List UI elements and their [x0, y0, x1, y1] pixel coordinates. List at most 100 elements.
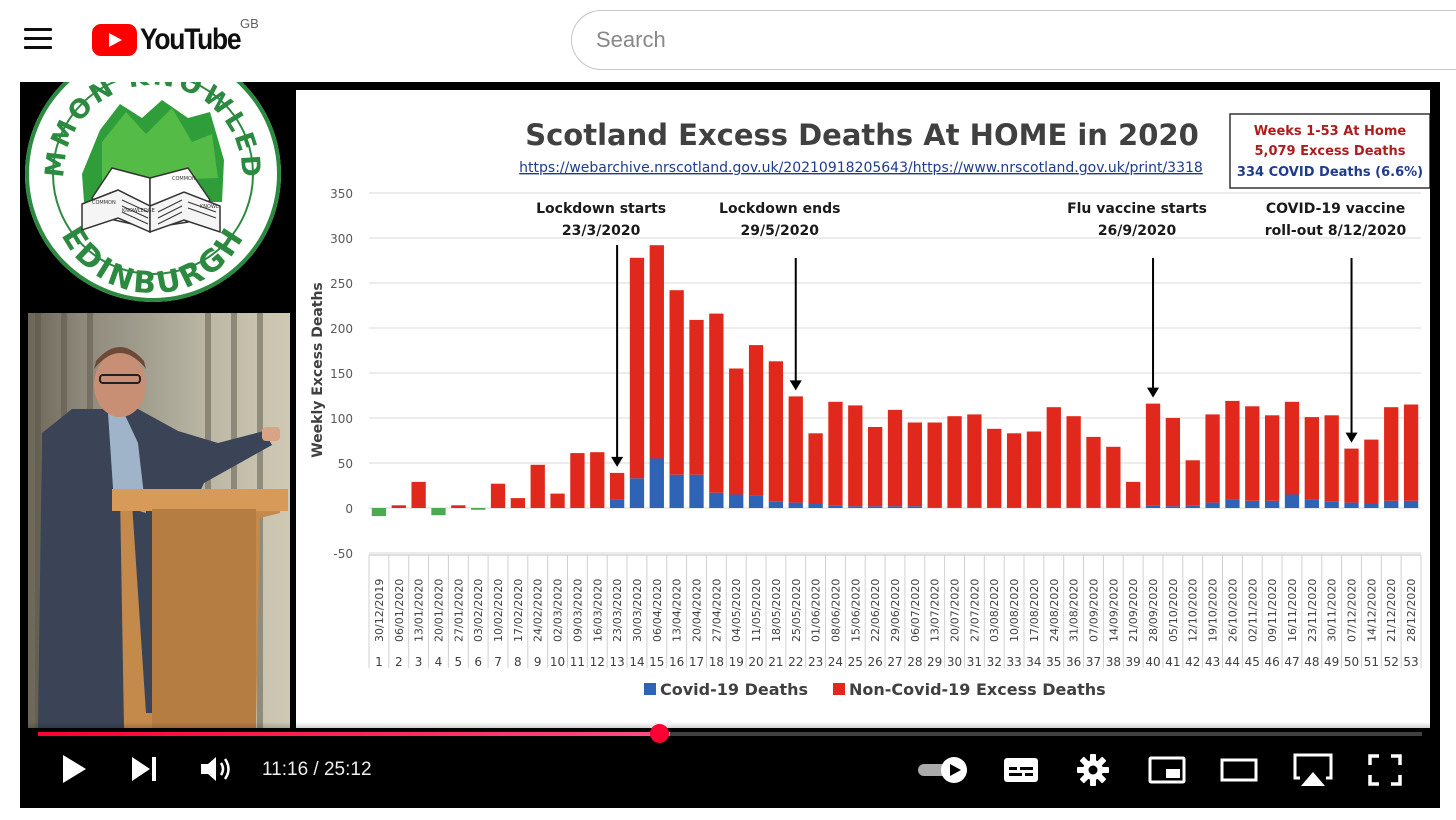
legend-covid: Covid-19 Deaths [660, 680, 808, 699]
play-icon[interactable] [58, 752, 90, 786]
autoplay-toggle-icon[interactable] [916, 756, 970, 784]
x-date-label: 02/03/2020 [552, 579, 565, 642]
y-tick-label: 300 [330, 232, 353, 246]
x-date-label: 16/11/2020 [1286, 579, 1299, 642]
x-date-label: 05/10/2020 [1167, 579, 1180, 642]
bar-non-covid [1066, 416, 1081, 508]
theater-mode-icon[interactable] [1220, 758, 1258, 782]
bar-covid [887, 506, 903, 508]
x-date-label: 10/02/2020 [492, 579, 505, 642]
bar-covid [768, 501, 784, 508]
bar-non-covid [907, 422, 922, 507]
x-week-label: 35 [1046, 655, 1061, 669]
x-date-label: 28/12/2020 [1405, 579, 1418, 642]
progress-scrubber[interactable] [650, 724, 670, 743]
bar-covid [967, 507, 982, 508]
bar-covid [1006, 507, 1022, 508]
bar-non-covid [788, 396, 803, 503]
time-total: 25:12 [323, 759, 372, 780]
bar-non-covid [709, 313, 724, 493]
x-date-label: 09/11/2020 [1266, 579, 1279, 642]
search-box[interactable] [571, 10, 1456, 70]
bar-covid [729, 494, 744, 508]
x-date-label: 06/04/2020 [651, 579, 664, 642]
bar-non-covid [1324, 415, 1339, 502]
search-input[interactable] [596, 11, 1436, 69]
summary-box [1229, 113, 1431, 189]
x-date-label: 31/08/2020 [1068, 579, 1081, 642]
x-week-label: 15 [649, 655, 664, 669]
video-player[interactable]: COMMON KNOWLEDGE EDINBURGH COMMON KNOWLE… [20, 82, 1440, 808]
x-week-label: 52 [1384, 655, 1399, 669]
summary-line-2: 5,079 Excess Deaths [1254, 144, 1405, 159]
y-tick-label: -50 [333, 547, 353, 561]
x-week-label: 50 [1344, 655, 1359, 669]
x-date-label: 20/07/2020 [949, 579, 962, 642]
presentation-slide: Scotland Excess Deaths At HOME in 2020 h… [296, 90, 1431, 728]
bar-non-covid [510, 498, 526, 508]
settings-icon[interactable] [1076, 753, 1110, 787]
next-icon[interactable] [128, 754, 160, 784]
bar-non-covid [887, 409, 903, 507]
bar-covid [927, 507, 942, 508]
bar-non-covid [1384, 407, 1399, 501]
bar-non-covid [1086, 436, 1101, 508]
bar-covid [629, 478, 645, 508]
time-display: 11:16 / 25:12 [262, 759, 372, 781]
legend-non-covid: Non-Covid-19 Excess Deaths [849, 680, 1106, 699]
miniplayer-icon[interactable] [1148, 756, 1186, 784]
x-week-label: 31 [967, 655, 982, 669]
bar-non-covid [530, 464, 545, 508]
bar-covid [1225, 499, 1240, 508]
x-week-label: 16 [669, 655, 684, 669]
x-week-label: 4 [435, 655, 443, 669]
bar-covid [1205, 502, 1220, 508]
book-word: KNOWL [200, 204, 219, 210]
annotation-line-2: 29/5/2020 [741, 223, 820, 239]
bar-covid [907, 506, 922, 508]
region-code: GB [240, 16, 259, 31]
x-week-label: 47 [1284, 655, 1299, 669]
annotation-arrowhead [611, 456, 624, 467]
bar-non-covid [1026, 431, 1042, 508]
airplay-icon[interactable] [1292, 752, 1334, 788]
x-week-label: 28 [907, 655, 922, 669]
x-date-label: 20/04/2020 [691, 579, 704, 642]
chart-title: Scotland Excess Deaths At HOME in 2020 [525, 118, 1199, 152]
x-week-label: 53 [1403, 655, 1418, 669]
bar-non-covid [1403, 404, 1419, 501]
summary-line-1: Weeks 1-53 At Home [1254, 124, 1407, 139]
x-date-label: 30/12/2019 [373, 579, 386, 642]
bar-covid [1066, 507, 1081, 508]
bar-covid [828, 505, 843, 508]
x-week-label: 20 [748, 655, 763, 669]
bar-non-covid [1284, 401, 1300, 495]
volume-icon[interactable] [198, 754, 234, 784]
annotation-arrowhead [1345, 432, 1358, 443]
x-week-label: 51 [1364, 655, 1379, 669]
x-date-label: 23/11/2020 [1306, 579, 1319, 642]
x-week-label: 48 [1304, 655, 1319, 669]
x-week-label: 46 [1264, 655, 1279, 669]
x-date-label: 13/01/2020 [413, 579, 426, 642]
bar-non-covid [848, 405, 863, 507]
source-link[interactable]: https://webarchive.nrscotland.gov.uk/202… [519, 160, 1203, 176]
subtitles-icon[interactable] [1002, 756, 1040, 784]
speaker-video [28, 313, 290, 728]
legend-swatch-covid [644, 683, 656, 695]
progress-bar[interactable] [38, 724, 1422, 743]
fullscreen-icon[interactable] [1368, 754, 1402, 786]
bar-non-covid [371, 508, 387, 517]
x-date-label: 07/09/2020 [1087, 579, 1100, 642]
menu-icon[interactable] [24, 28, 52, 50]
bar-non-covid [1364, 439, 1379, 504]
speaker-figure [35, 313, 288, 728]
x-week-label: 19 [729, 655, 744, 669]
x-date-label: 21/12/2020 [1385, 579, 1398, 642]
youtube-logo[interactable]: YouTube [92, 20, 254, 60]
y-tick-label: 100 [330, 412, 353, 426]
logo-text: YouTube [140, 23, 242, 56]
bar-covid [669, 474, 684, 508]
x-week-label: 45 [1245, 655, 1260, 669]
x-week-label: 42 [1185, 655, 1200, 669]
